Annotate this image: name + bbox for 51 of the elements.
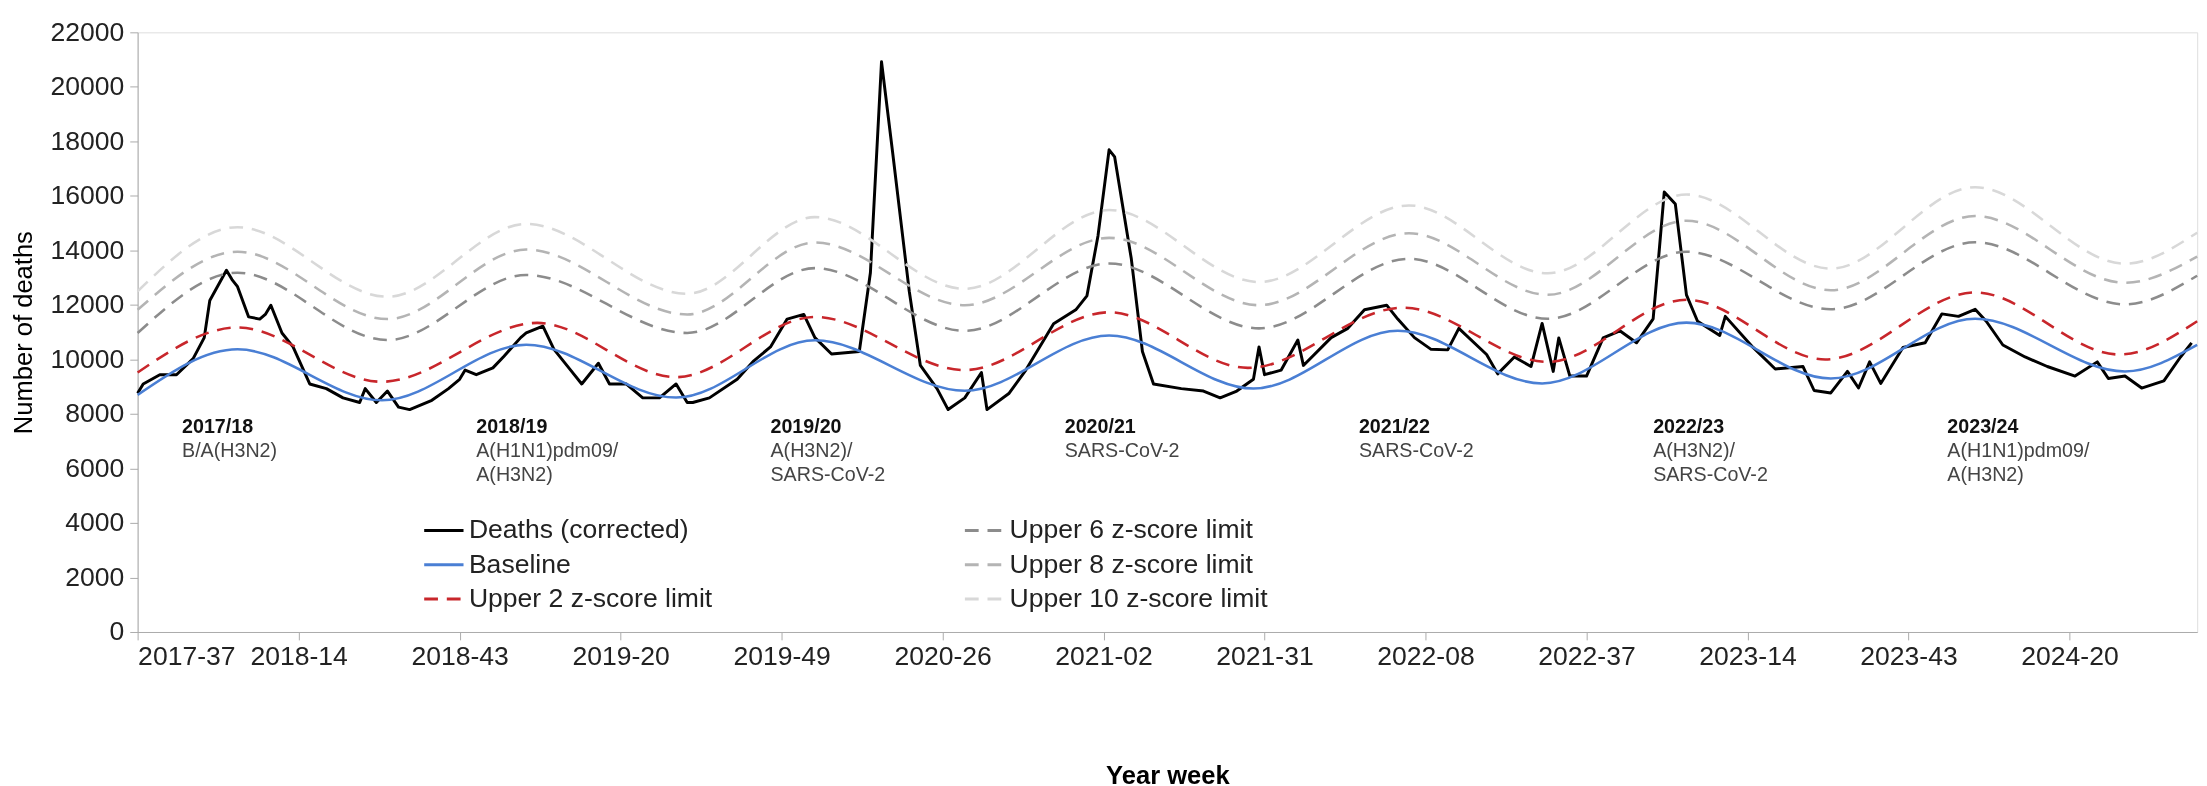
legend-label: Upper 10 z-score limit <box>1009 582 1269 613</box>
y-axis-title: Number of deaths <box>8 231 37 435</box>
x-tick-label: 2023-14 <box>1699 640 1797 671</box>
y-tick-label: 20000 <box>50 71 125 102</box>
y-tick-label: 6000 <box>65 452 125 483</box>
annotation: A(H1N1)pdm09/ A(H3N2) <box>1947 439 2090 485</box>
y-tick-label: 4000 <box>65 507 125 538</box>
annotation: A(H3N2)/ SARS-CoV-2 <box>770 439 886 485</box>
y-tick-label: 2000 <box>65 561 125 592</box>
annotation: 2022/23 <box>1653 415 1725 438</box>
annotation: A(H1N1)pdm09/ A(H3N2) <box>476 439 619 485</box>
x-tick-label: 2022-37 <box>1538 640 1636 671</box>
y-tick-label: 22000 <box>50 16 125 47</box>
annotation: 2023/24 <box>1947 415 2019 438</box>
line-series <box>136 60 2194 412</box>
x-tick-label: 2017-37 <box>138 640 236 671</box>
y-tick-label: 16000 <box>50 180 125 211</box>
annotation: SARS-CoV-2 <box>1064 439 1180 462</box>
y-tick-label: 14000 <box>50 234 125 265</box>
x-tick-label: 2024-20 <box>2021 640 2119 671</box>
x-tick-label: 2019-20 <box>572 640 670 671</box>
legend-label: Deaths (corrected) <box>468 514 689 545</box>
x-tick-label: 2019-49 <box>733 640 831 671</box>
annotation: 2018/19 <box>476 415 548 438</box>
y-tick-label: 0 <box>109 616 125 647</box>
line-series <box>136 240 2199 342</box>
line-series <box>136 317 2199 402</box>
x-axis-title: Year week <box>1106 760 1231 786</box>
legend-label: Upper 6 z-score limit <box>1009 514 1254 545</box>
x-tick-label: 2023-43 <box>1860 640 1958 671</box>
legend-label: Upper 2 z-score limit <box>468 582 713 613</box>
x-tick-label: 2020-26 <box>894 640 992 671</box>
y-tick-label: 8000 <box>65 398 125 429</box>
legend-label: Baseline <box>468 548 571 579</box>
x-tick-label: 2022-08 <box>1377 640 1475 671</box>
annotation: SARS-CoV-2 <box>1358 439 1474 462</box>
annotation: 2020/21 <box>1064 415 1136 438</box>
y-tick-label: 18000 <box>50 125 125 156</box>
x-tick-label: 2021-31 <box>1216 640 1314 671</box>
y-tick-label: 10000 <box>50 343 125 374</box>
annotation: A(H3N2)/ SARS-CoV-2 <box>1653 439 1768 485</box>
annotation: 2019/20 <box>770 415 842 438</box>
x-tick-label: 2021-02 <box>1055 640 1153 671</box>
x-tick-label: 2018-14 <box>250 640 348 671</box>
line-series <box>136 291 2199 384</box>
annotation: B/A(H3N2) <box>182 439 278 462</box>
annotation: 2017/18 <box>182 415 254 438</box>
annotation: 2021/22 <box>1358 415 1431 438</box>
y-tick-label: 12000 <box>50 289 125 320</box>
x-tick-label: 2018-43 <box>411 640 509 671</box>
legend-label: Upper 8 z-score limit <box>1009 548 1254 579</box>
